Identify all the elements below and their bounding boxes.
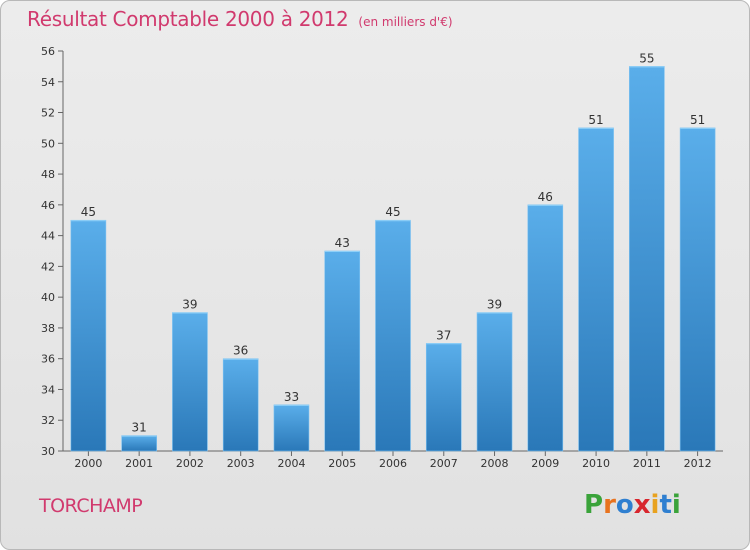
commune-name: TORCHAMP xyxy=(39,495,143,517)
chart-title-text: Résultat Comptable 2000 à 2012 xyxy=(27,7,349,31)
y-tick-label: 34 xyxy=(41,383,55,396)
value-label-2002: 39 xyxy=(182,298,197,312)
logo-letter: x xyxy=(633,490,651,520)
logo-letter: P xyxy=(584,490,604,520)
y-tick-label: 48 xyxy=(41,168,55,181)
x-tick-label-2011: 2011 xyxy=(633,457,661,470)
chart-labels: 45 31 39 36 33 43 45 37 39 46 51 55 51 xyxy=(81,51,706,434)
bar-2012 xyxy=(679,127,716,452)
x-tick-label-2001: 2001 xyxy=(125,457,153,470)
logo-letter: r xyxy=(603,490,616,520)
x-tick-label-2008: 2008 xyxy=(481,457,509,470)
y-tick-label: 30 xyxy=(41,445,55,458)
logo-letter: i xyxy=(671,490,681,520)
logo-letter: o xyxy=(615,490,634,520)
x-tick-label-2003: 2003 xyxy=(227,457,255,470)
x-tick-label-2004: 2004 xyxy=(277,457,305,470)
y-tick-label: 40 xyxy=(41,291,55,304)
bar-2006 xyxy=(375,219,411,452)
chart-axes: 30 32 34 36 38 40 42 44 46 48 50 52 54 56 2000 2001 2002… xyxy=(41,45,723,470)
value-label-2008: 39 xyxy=(487,298,502,312)
bar-2005 xyxy=(324,250,361,452)
x-tick-label-2000: 2000 xyxy=(74,457,102,470)
value-label-2003: 36 xyxy=(233,344,248,358)
y-tick-label: 54 xyxy=(41,76,55,89)
bar-2010 xyxy=(578,127,614,452)
bar-2001 xyxy=(121,435,157,452)
y-tick-label: 50 xyxy=(41,137,55,150)
value-label-2000: 45 xyxy=(81,205,96,219)
chart-subtitle: (en milliers d'€) xyxy=(358,15,453,29)
x-tick-label-2010: 2010 xyxy=(582,457,610,470)
bar-2009 xyxy=(527,204,564,452)
x-tick-label-2006: 2006 xyxy=(379,457,407,470)
proxiti-logo: Proxiti xyxy=(584,490,681,520)
y-tick-label: 44 xyxy=(41,230,55,243)
x-tick-label-2012: 2012 xyxy=(684,457,712,470)
y-tick-label: 46 xyxy=(41,199,55,212)
bar-2007 xyxy=(425,343,462,452)
x-tick-label-2002: 2002 xyxy=(176,457,204,470)
chart-title: Résultat Comptable 2000 à 2012 (en millie… xyxy=(27,7,453,31)
y-tick-label: 52 xyxy=(41,107,55,120)
y-tick-label: 56 xyxy=(41,45,55,58)
logo-letter: i xyxy=(650,490,660,520)
value-label-2005: 43 xyxy=(335,236,350,250)
value-label-2007: 37 xyxy=(436,328,451,342)
value-label-2011: 55 xyxy=(639,51,654,65)
value-label-2001: 31 xyxy=(132,421,147,435)
y-tick-label: 36 xyxy=(41,353,55,366)
logo-letter: t xyxy=(659,490,672,520)
value-label-2004: 33 xyxy=(284,390,299,404)
value-label-2010: 51 xyxy=(588,113,603,127)
x-tick-label-2009: 2009 xyxy=(531,457,559,470)
bar-2004 xyxy=(273,404,310,452)
value-label-2009: 46 xyxy=(538,190,553,204)
chart-bars xyxy=(70,66,716,452)
value-label-2006: 45 xyxy=(385,205,400,219)
y-tick-label: 42 xyxy=(41,260,55,273)
x-tick-label-2005: 2005 xyxy=(328,457,356,470)
y-tick-label: 32 xyxy=(41,414,55,427)
bar-2008 xyxy=(476,312,513,452)
bar-2002 xyxy=(172,312,208,452)
y-tick-label: 38 xyxy=(41,322,55,335)
bar-2003 xyxy=(222,358,259,452)
bar-2011 xyxy=(629,66,665,452)
value-label-2012: 51 xyxy=(690,113,705,127)
x-tick-label-2007: 2007 xyxy=(430,457,458,470)
bar-2000 xyxy=(70,219,107,452)
